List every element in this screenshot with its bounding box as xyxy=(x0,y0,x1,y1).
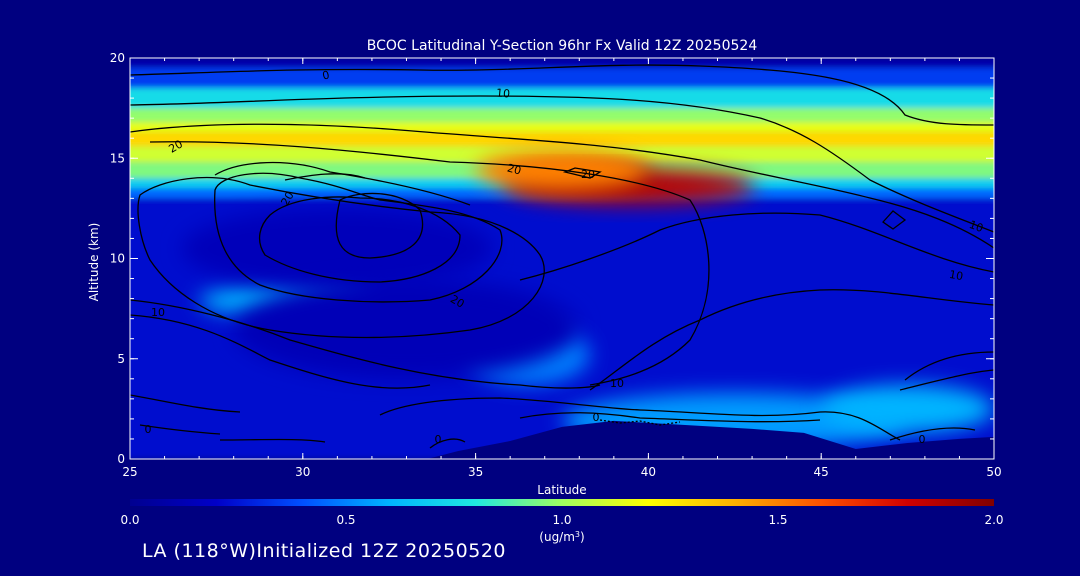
contour-line xyxy=(149,141,710,386)
contour-label: 20 xyxy=(506,161,523,177)
y-tick-label: 15 xyxy=(110,151,125,165)
y-tick-label: 5 xyxy=(117,352,125,366)
x-tick-label: 45 xyxy=(814,465,829,479)
colorbar-tick-label: 1.0 xyxy=(552,513,571,527)
contour-line xyxy=(130,64,994,126)
contour-label: 20 xyxy=(278,189,296,208)
concentration-band xyxy=(130,68,994,89)
y-tick-label: 20 xyxy=(110,51,125,65)
contour-line xyxy=(137,176,545,339)
y-axis: 0 5 10 15 20 xyxy=(110,51,994,466)
concentration-band xyxy=(130,122,994,133)
contour-label: 10 xyxy=(610,377,624,390)
contour-line xyxy=(284,173,366,181)
contour-label: 10 xyxy=(948,268,964,283)
contour-line xyxy=(562,167,602,179)
x-tick-label: 50 xyxy=(986,465,1001,479)
initialization-footer: LA (118°W)Initialized 12Z 20250520 xyxy=(142,540,506,562)
concentration-blob xyxy=(233,278,580,379)
colorbar-unit-label: (ug/m3) xyxy=(539,530,584,544)
contour-line xyxy=(214,161,471,206)
colorbar-tick-label: 2.0 xyxy=(984,513,1003,527)
concentration-band xyxy=(130,88,994,109)
contour-line xyxy=(889,427,976,441)
contour-line xyxy=(219,438,326,443)
contour-line xyxy=(882,210,907,230)
contour-line xyxy=(214,172,503,303)
contour-line xyxy=(335,192,424,259)
contour-label: 0 xyxy=(919,433,926,446)
contour-labels: 0 10 20 20 20 20 10 10 20 10 0 0 0 10 0 xyxy=(145,68,985,446)
y-axis-label: Altitude (km) xyxy=(87,223,101,302)
terrain-mask xyxy=(427,420,994,459)
colorbar-ticks: 0.0 0.5 1.0 1.5 2.0 xyxy=(120,513,1003,527)
concentration-band xyxy=(130,58,994,69)
x-axis: 25 30 35 40 45 50 xyxy=(122,58,1002,479)
concentration-blob xyxy=(821,384,994,433)
concentration-band xyxy=(130,132,994,147)
contour-line xyxy=(130,123,994,249)
colorbar: 0.0 0.5 1.0 1.5 2.0 (ug/m3) xyxy=(120,499,1004,544)
contour-line xyxy=(899,369,994,391)
contour-line xyxy=(519,212,994,281)
colorbar-gradient xyxy=(130,499,994,506)
contour-label: 20 xyxy=(448,292,467,310)
contour-line xyxy=(904,351,994,381)
chart-title: BCOC Latitudinal Y-Section 96hr Fx Valid… xyxy=(367,38,758,54)
contour-line xyxy=(589,289,994,391)
x-tick-label: 25 xyxy=(122,465,137,479)
contour-line xyxy=(130,314,431,389)
x-tick-label: 35 xyxy=(468,465,483,479)
contour-label: 0 xyxy=(593,411,600,424)
contour-label: 10 xyxy=(496,86,511,100)
contour-line xyxy=(519,412,821,423)
concentration-blob xyxy=(181,208,493,289)
contour-label: 0 xyxy=(435,433,442,446)
concentration-band xyxy=(130,108,994,123)
contour-line xyxy=(379,397,901,441)
contour-line xyxy=(258,196,461,283)
x-axis-label: Latitude xyxy=(537,483,586,497)
colorbar-tick-label: 0.5 xyxy=(336,513,355,527)
contour-label: 10 xyxy=(151,306,165,319)
x-tick-label: 30 xyxy=(295,465,310,479)
colorbar-tick-label: 1.5 xyxy=(768,513,787,527)
x-tick-label: 40 xyxy=(641,465,656,479)
contour-line xyxy=(130,394,241,413)
plot-area: 0 10 20 20 20 20 10 10 20 10 0 0 0 10 0 xyxy=(130,58,994,459)
contour-line xyxy=(130,299,601,389)
y-tick-label: 10 xyxy=(110,252,125,266)
y-tick-label: 0 xyxy=(117,452,125,466)
contour-label: 20 xyxy=(166,137,185,155)
contour-label: 0 xyxy=(145,423,152,436)
contour-label: 10 xyxy=(967,218,985,235)
contour-line xyxy=(429,438,466,449)
contour-label: 0 xyxy=(321,68,331,82)
contour-lines xyxy=(130,64,994,449)
contour-line xyxy=(599,419,681,426)
contour-line xyxy=(130,95,994,233)
colorbar-tick-label: 0.0 xyxy=(120,513,139,527)
contour-line xyxy=(139,424,221,435)
contour-label: 20 xyxy=(581,168,595,181)
